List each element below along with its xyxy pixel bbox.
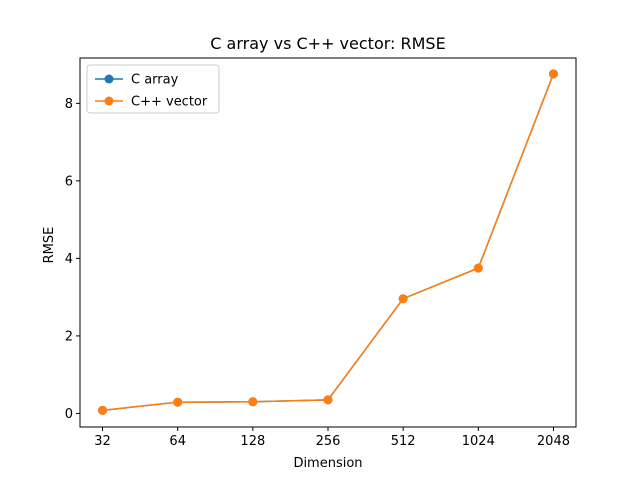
y-tick-label-3: 6	[65, 174, 73, 189]
series-1-point-0	[98, 405, 108, 415]
y-tick-label-2: 4	[65, 252, 73, 267]
legend-marker-1	[104, 96, 114, 106]
x-tick-label-4: 512	[391, 434, 416, 449]
x-tick-label-6: 2048	[537, 434, 570, 449]
series-1-point-6	[548, 69, 558, 79]
x-tick-label-5: 1024	[462, 434, 495, 449]
legend-label-0: C array	[131, 73, 179, 88]
plot-area: 32 64 128 256 512 1024 2048 0 2 4 6 8	[65, 57, 577, 449]
x-tick-label-2: 128	[240, 434, 265, 449]
y-axis-label: RMSE	[42, 227, 57, 264]
chart-title: C array vs C++ vector: RMSE	[210, 34, 445, 53]
legend-label-1: C++ vector	[131, 95, 208, 110]
y-tick-label-0: 0	[65, 407, 73, 422]
series-1-point-1	[173, 397, 183, 407]
legend-marker-0	[104, 74, 114, 84]
y-tick-label-4: 8	[65, 97, 73, 112]
legend: C array C++ vector	[86, 64, 220, 114]
series-1-point-3	[323, 395, 333, 405]
series-1-point-5	[473, 263, 483, 273]
x-tick-label-0: 32	[94, 434, 111, 449]
x-axis-label: Dimension	[293, 456, 362, 471]
x-tick-label-1: 64	[169, 434, 186, 449]
y-tick-label-1: 2	[65, 329, 73, 344]
series-1-point-4	[398, 294, 408, 304]
series-1-point-2	[248, 397, 258, 407]
x-tick-label-3: 256	[316, 434, 341, 449]
